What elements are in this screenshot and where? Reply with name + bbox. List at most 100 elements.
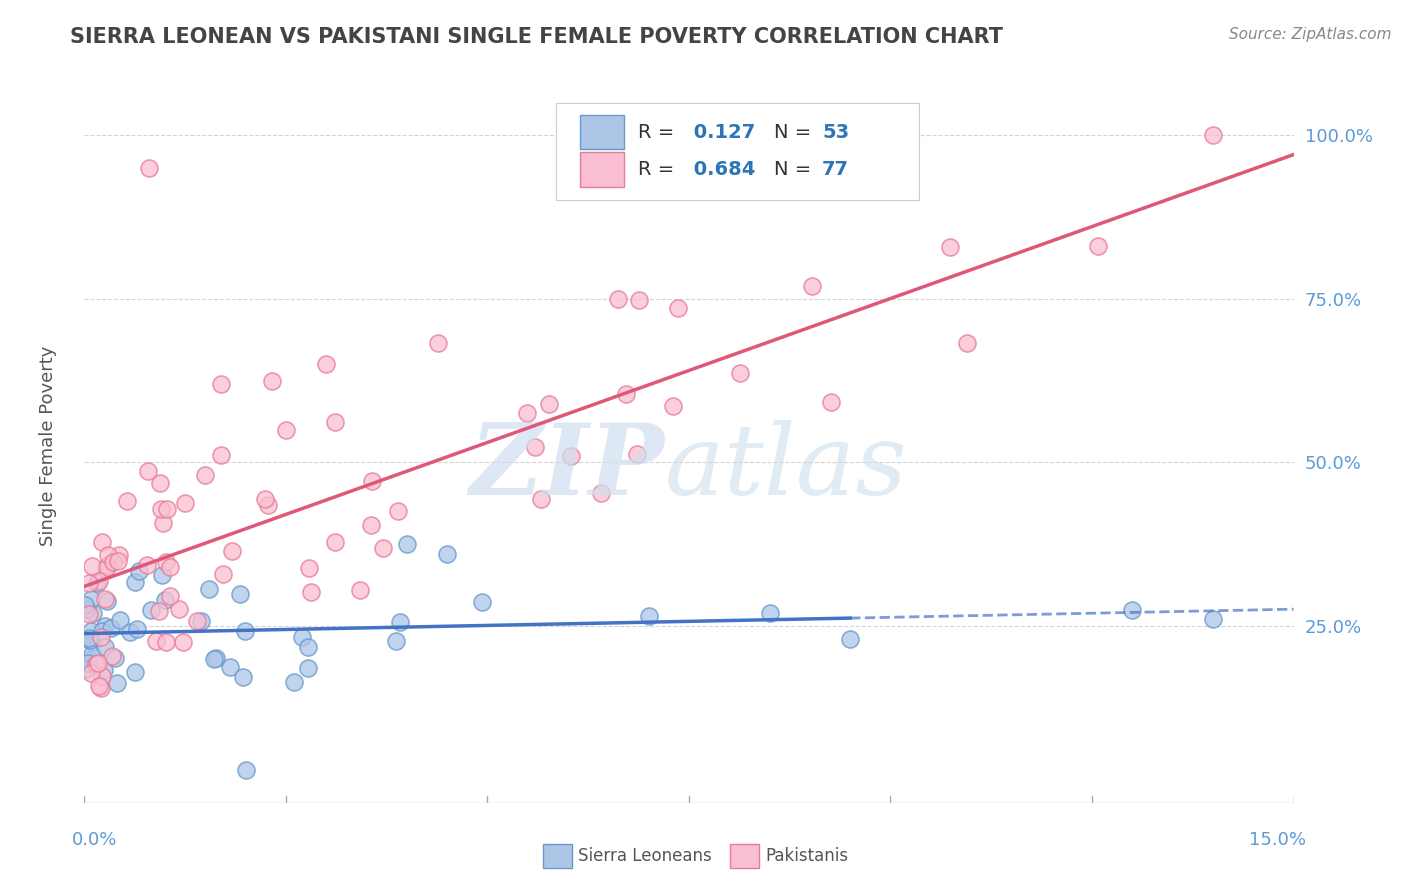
Point <box>108 613 131 627</box>
Point <box>186 615 208 629</box>
Text: Single Female Poverty: Single Female Poverty <box>39 346 58 546</box>
Point <box>173 496 195 510</box>
Point <box>80 558 103 573</box>
Point <box>150 567 173 582</box>
Point <box>90 624 112 639</box>
Point <box>839 632 862 647</box>
Point <box>77 607 100 622</box>
Point <box>153 592 176 607</box>
Point <box>291 630 314 644</box>
Point <box>235 763 257 777</box>
Text: 53: 53 <box>823 122 849 142</box>
Point <box>607 292 630 306</box>
FancyBboxPatch shape <box>730 844 759 869</box>
Point <box>283 675 305 690</box>
Point <box>94 640 117 655</box>
Point <box>124 665 146 679</box>
Point <box>82 607 104 621</box>
Point <box>96 560 118 574</box>
Point <box>666 301 689 315</box>
Point <box>100 621 122 635</box>
Point <box>152 516 174 531</box>
Text: 15.0%: 15.0% <box>1249 831 1306 849</box>
Point <box>349 582 371 597</box>
Point <box>516 406 538 420</box>
Point <box>373 541 395 556</box>
Point <box>97 558 120 572</box>
Point <box>117 493 139 508</box>
FancyBboxPatch shape <box>555 103 918 200</box>
Point <box>530 492 553 507</box>
Point <box>128 564 150 578</box>
Point <box>1202 128 1225 142</box>
Point <box>221 544 243 558</box>
Point <box>91 669 114 683</box>
Point <box>627 293 650 307</box>
Point <box>75 662 97 676</box>
Point <box>84 657 107 671</box>
Point <box>360 518 382 533</box>
Point <box>387 504 409 518</box>
Point <box>471 595 494 609</box>
Point <box>155 555 177 569</box>
Point <box>1087 239 1109 253</box>
Point <box>101 555 124 569</box>
Point <box>156 502 179 516</box>
Point <box>145 634 167 648</box>
Text: N =: N = <box>773 122 817 142</box>
Point <box>801 279 824 293</box>
Point <box>385 634 408 648</box>
Point <box>232 670 254 684</box>
Point <box>212 566 235 581</box>
Point <box>209 376 232 391</box>
Point <box>560 449 582 463</box>
Point <box>956 336 979 351</box>
Point <box>730 366 752 380</box>
Text: 0.0%: 0.0% <box>72 831 118 849</box>
Point <box>105 676 128 690</box>
Text: R =: R = <box>638 160 681 178</box>
Point <box>80 666 103 681</box>
Point <box>209 449 232 463</box>
Point <box>80 647 103 661</box>
Text: R =: R = <box>638 122 681 142</box>
Text: 0.127: 0.127 <box>686 122 755 142</box>
Point <box>136 558 159 572</box>
Point <box>127 622 149 636</box>
FancyBboxPatch shape <box>543 844 572 869</box>
Text: 0.684: 0.684 <box>686 160 755 178</box>
Point <box>90 681 112 695</box>
Point <box>93 663 115 677</box>
Point <box>194 467 217 482</box>
Text: SIERRA LEONEAN VS PAKISTANI SINGLE FEMALE POVERTY CORRELATION CHART: SIERRA LEONEAN VS PAKISTANI SINGLE FEMAL… <box>70 27 1004 46</box>
Point <box>80 592 103 607</box>
Point <box>260 374 283 388</box>
Point <box>361 474 384 488</box>
Point <box>77 576 100 591</box>
Point <box>96 594 118 608</box>
Point <box>229 587 252 601</box>
Point <box>104 650 127 665</box>
Point <box>626 447 648 461</box>
Point <box>159 589 181 603</box>
Point <box>91 535 114 549</box>
Point <box>256 498 278 512</box>
Text: Source: ZipAtlas.com: Source: ZipAtlas.com <box>1229 27 1392 42</box>
Point <box>148 604 170 618</box>
Point <box>79 631 101 645</box>
Point <box>94 619 117 633</box>
Text: Pakistanis: Pakistanis <box>765 847 848 865</box>
Point <box>662 399 685 413</box>
Point <box>323 415 346 429</box>
Text: Sierra Leoneans: Sierra Leoneans <box>578 847 711 865</box>
Point <box>637 609 659 624</box>
Point <box>76 602 98 616</box>
Point <box>315 357 337 371</box>
Point <box>172 635 194 649</box>
Point <box>202 651 225 665</box>
Point <box>124 575 146 590</box>
Point <box>77 656 100 670</box>
Point <box>219 660 242 674</box>
Point <box>108 548 131 562</box>
Point <box>141 603 163 617</box>
